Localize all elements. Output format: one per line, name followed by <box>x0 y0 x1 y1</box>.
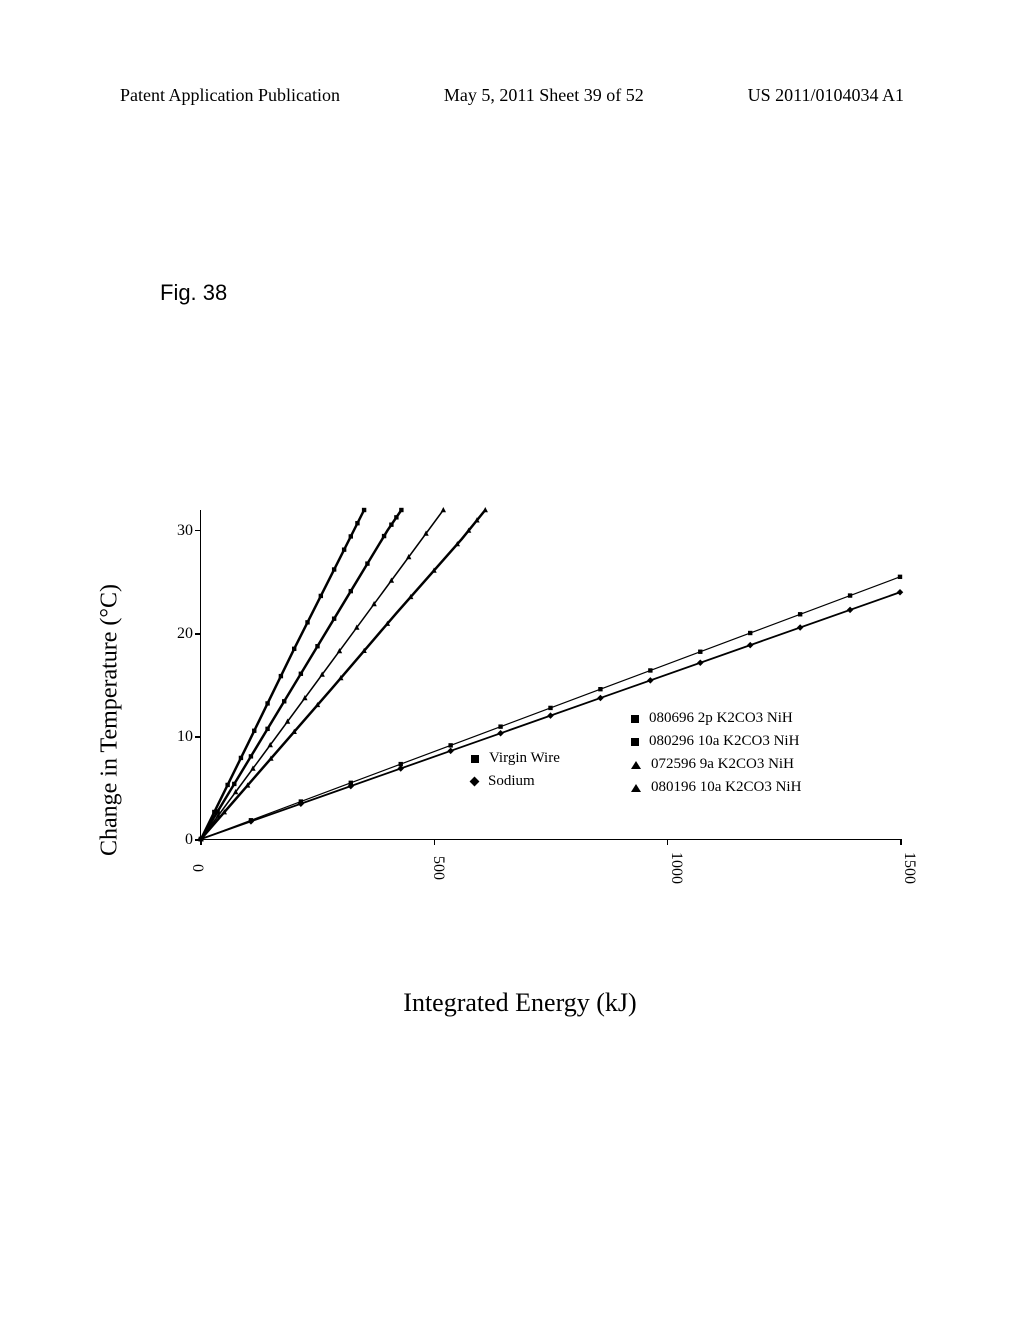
legend-left: Virgin Wire Sodium <box>471 750 560 796</box>
header-left: Patent Application Publication <box>120 85 340 106</box>
x-tick-label: 1000 <box>667 852 685 884</box>
legend-label: 080296 10a K2CO3 NiH <box>649 733 799 750</box>
y-axis-label: Change in Temperature (°C) <box>97 584 124 856</box>
chart: Change in Temperature (°C) Integrated En… <box>130 500 910 940</box>
legend-marker-icon <box>471 755 479 763</box>
legend-marker-icon <box>470 777 480 787</box>
legend-right: 080696 2p K2CO3 NiH 080296 10a K2CO3 NiH 0… <box>631 710 801 802</box>
legend-marker-icon <box>631 761 641 769</box>
legend-label: Sodium <box>488 773 535 790</box>
legend-label: 080196 10a K2CO3 NiH <box>651 779 801 796</box>
legend-label: 080696 2p K2CO3 NiH <box>649 710 793 727</box>
page-header: Patent Application Publication May 5, 20… <box>0 85 1024 106</box>
x-tick-label: 1500 <box>900 852 918 884</box>
x-tick-label: 500 <box>429 856 447 880</box>
legend-item: 072596 9a K2CO3 NiH <box>631 756 801 773</box>
legend-marker-icon <box>631 784 641 792</box>
legend-label: Virgin Wire <box>489 750 560 767</box>
x-axis-label: Integrated Energy (kJ) <box>403 988 636 1018</box>
y-tick-label: 20 <box>153 625 193 643</box>
x-tick-label: 0 <box>188 864 206 872</box>
y-tick-label: 30 <box>153 522 193 540</box>
y-tick-label: 10 <box>153 728 193 746</box>
plot-area: Virgin WireSodium 080696 2p K2CO3 NiH080… <box>200 510 900 840</box>
y-tick-label: 0 <box>153 831 193 849</box>
legend-item: Sodium <box>471 773 560 790</box>
figure-label: Fig. 38 <box>160 280 227 306</box>
legend-label: 072596 9a K2CO3 NiH <box>651 756 794 773</box>
legend-item: 080696 2p K2CO3 NiH <box>631 710 801 727</box>
legend-marker-icon <box>631 715 639 723</box>
legend-item: 080296 10a K2CO3 NiH <box>631 733 801 750</box>
legend-item: 080196 10a K2CO3 NiH <box>631 779 801 796</box>
header-center: May 5, 2011 Sheet 39 of 52 <box>444 85 644 106</box>
header-right: US 2011/0104034 A1 <box>748 85 904 106</box>
legend-marker-icon <box>631 738 639 746</box>
legend-item: Virgin Wire <box>471 750 560 767</box>
